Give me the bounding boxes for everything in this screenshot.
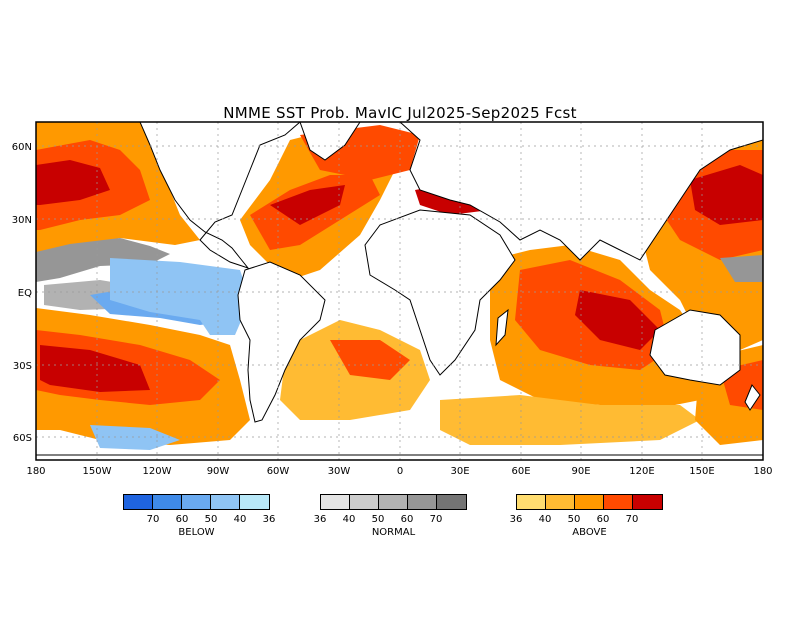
legend-swatch xyxy=(437,495,466,509)
lon-label: 180 xyxy=(753,466,772,477)
legend-above-swatches xyxy=(516,494,663,510)
legend-below-label: BELOW xyxy=(178,527,215,538)
anomaly-region-south-atlantic-strong xyxy=(330,340,410,380)
legend-tick: 50 xyxy=(204,514,218,525)
legend-swatch xyxy=(350,495,379,509)
lon-label: 30E xyxy=(450,466,469,477)
lon-label: 60E xyxy=(511,466,530,477)
legend-tick: 60 xyxy=(175,514,189,525)
legend-tick: 40 xyxy=(538,514,552,525)
legend-normal: 36 40 50 60 70 NORMAL xyxy=(314,494,467,538)
lon-label: 150E xyxy=(689,466,714,477)
legend-tick: 36 xyxy=(509,514,523,525)
legend-swatch xyxy=(211,495,240,509)
land-south-america xyxy=(237,261,326,423)
legend-swatch xyxy=(240,495,269,509)
legend-tick: 40 xyxy=(342,514,356,525)
lon-label: 120E xyxy=(629,466,654,477)
lat-label: 60S xyxy=(13,433,32,444)
legend-swatch xyxy=(575,495,604,509)
lat-label: EQ xyxy=(18,288,32,299)
legend-swatch xyxy=(153,495,182,509)
lon-label: 60W xyxy=(267,466,290,477)
anomaly-region-north-atlantic-core xyxy=(270,185,345,225)
legend-tick: 60 xyxy=(400,514,414,525)
anomaly-region-below-east-pacific-light xyxy=(110,258,250,335)
legend-swatch xyxy=(408,495,437,509)
legend-tick: 70 xyxy=(429,514,443,525)
map-frame xyxy=(35,121,764,461)
legend-tick: 40 xyxy=(233,514,247,525)
legend-tick: 50 xyxy=(371,514,385,525)
legend-below: 70 60 50 40 36 BELOW xyxy=(123,494,275,538)
lon-label: 150W xyxy=(83,466,112,477)
anomaly-region-kuroshio-core xyxy=(690,165,763,225)
lon-label: 0 xyxy=(397,466,403,477)
legend-normal-label: NORMAL xyxy=(371,527,416,538)
legend-swatch xyxy=(604,495,633,509)
lon-label: 180 xyxy=(26,466,45,477)
lat-label: 60N xyxy=(12,142,32,153)
lon-label: 120W xyxy=(143,466,172,477)
lat-label: 30S xyxy=(13,361,32,372)
legend-tick: 36 xyxy=(313,514,327,525)
map-title: NMME SST Prob. MavIC Jul2025-Sep2025 Fcs… xyxy=(223,104,577,122)
land-australia xyxy=(649,309,741,386)
anomaly-region-southern-ocean-below xyxy=(90,425,180,450)
legend-tick: 70 xyxy=(625,514,639,525)
anomaly-region-south-pacific-core xyxy=(40,345,150,392)
land-madagascar xyxy=(495,308,509,347)
legend-tick: 60 xyxy=(596,514,610,525)
legend-swatch xyxy=(124,495,153,509)
legend-swatch xyxy=(633,495,662,509)
land-north-america xyxy=(139,122,301,270)
legend-swatch xyxy=(321,495,350,509)
anomaly-region-ne-pacific-core xyxy=(36,160,110,205)
land-eurasia xyxy=(399,122,763,261)
land-greenland xyxy=(299,122,361,161)
legend-swatch xyxy=(379,495,408,509)
anomaly-region-southern-indian xyxy=(440,395,700,445)
lat-label: 30N xyxy=(12,215,32,226)
lon-label: 90W xyxy=(207,466,230,477)
legend-tick: 70 xyxy=(146,514,160,525)
land-new-zealand xyxy=(744,384,761,411)
legend-above: 36 40 50 60 70 ABOVE xyxy=(510,494,663,538)
lon-label: 30W xyxy=(328,466,351,477)
sst-probability-map: 60N 30N EQ 30S 60S 180 150W 120W 90W 60W… xyxy=(12,121,773,477)
legend-swatch xyxy=(517,495,546,509)
legend-normal-swatches xyxy=(320,494,467,510)
legend-tick: 36 xyxy=(262,514,276,525)
legend-tick: 50 xyxy=(567,514,581,525)
anomaly-region-normal-pacific xyxy=(36,238,170,282)
legend-swatch xyxy=(182,495,211,509)
anomaly-region-west-pacific-normal xyxy=(720,255,763,282)
legend-below-swatches xyxy=(123,494,270,510)
anomaly-region-indian-ocean-core xyxy=(575,290,660,350)
lon-label: 90E xyxy=(571,466,590,477)
legend-swatch xyxy=(546,495,575,509)
legend-above-label: ABOVE xyxy=(572,527,607,538)
land-africa xyxy=(364,209,516,376)
